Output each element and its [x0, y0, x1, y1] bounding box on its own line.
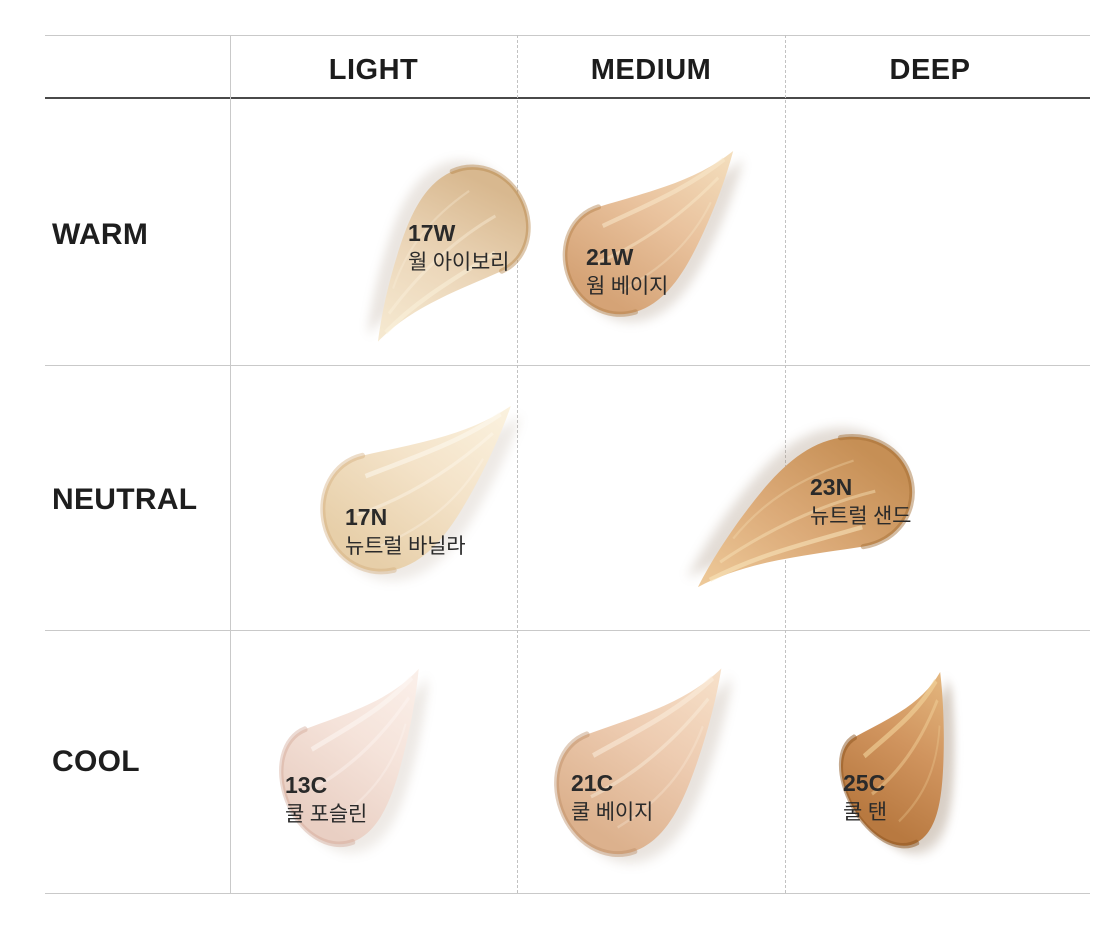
swatch-25c	[804, 659, 1015, 876]
grid-line-bottom	[45, 893, 1090, 894]
smear-rim	[838, 734, 920, 849]
shade-name: 뉴트럴 바닐라	[345, 535, 466, 559]
smear-rim	[279, 726, 356, 848]
swatch-21c	[522, 654, 777, 886]
shade-label-13c: 13C 쿨 포슬린	[285, 772, 368, 827]
shade-code: 21C	[571, 770, 614, 796]
swatch-23n	[673, 414, 934, 600]
shade-code: 23N	[810, 474, 853, 500]
smear-streak	[862, 679, 938, 759]
smear-streak	[387, 214, 497, 315]
smear-rim	[449, 164, 531, 274]
row-header-cool: COOL	[52, 745, 140, 778]
smear-streak	[379, 458, 484, 548]
smear-body	[841, 671, 944, 846]
smear-rim	[562, 204, 638, 317]
shade-name: 쿨 탠	[843, 801, 887, 825]
row-header-neutral: NEUTRAL	[52, 483, 198, 516]
smear-streak	[596, 176, 720, 265]
column-header-light: LIGHT	[328, 54, 419, 86]
smear-streak	[364, 412, 502, 479]
shade-name: 월 아이보리	[408, 251, 510, 275]
shade-label-17w: 17W 월 아이보리	[408, 220, 510, 275]
smear-streak	[871, 699, 939, 796]
grid-line-top	[45, 35, 1090, 36]
shade-code: 21W	[586, 244, 634, 270]
swatch-17n	[297, 392, 547, 597]
smear-streak	[898, 725, 941, 823]
grid-line-header-bottom	[45, 97, 1090, 99]
smear-streak	[592, 675, 715, 758]
swatch-21w	[537, 138, 777, 341]
swatch-13c	[248, 655, 475, 874]
shade-code: 13C	[285, 772, 328, 798]
shade-code: 25C	[843, 770, 886, 796]
grid-line-row1	[45, 365, 1090, 366]
smear-streak	[732, 459, 854, 540]
shade-name: 쿨 포슬린	[285, 803, 368, 827]
smear-streak	[392, 190, 470, 290]
smear-rim	[837, 434, 915, 550]
shade-label-25c: 25C 쿨 탠	[843, 770, 887, 825]
smear-rim	[320, 452, 397, 575]
smear-streak	[310, 675, 414, 752]
smear-body	[697, 436, 913, 588]
smear-streak	[620, 201, 712, 292]
smear-body	[565, 151, 734, 315]
smear-streak	[590, 697, 710, 799]
smear-streak	[336, 723, 407, 820]
row-header-warm: WARM	[52, 218, 149, 251]
smear-streak	[708, 524, 863, 582]
smear-streak	[601, 157, 726, 229]
grid-line-row2	[45, 630, 1090, 631]
smear-body	[556, 668, 722, 855]
column-header-medium: MEDIUM	[590, 54, 712, 86]
smear-body	[322, 405, 511, 572]
shade-label-21c: 21C 쿨 베이지	[571, 770, 654, 825]
smear-streak	[384, 250, 497, 335]
smear-body	[281, 668, 419, 845]
shade-name: 뉴트럴 샌드	[810, 505, 912, 529]
smear-rim	[554, 731, 638, 858]
shade-code: 17W	[408, 220, 456, 246]
column-header-deep: DEEP	[889, 54, 971, 86]
shade-label-21w: 21W 웜 베이지	[586, 244, 669, 299]
grid-line-label-col	[230, 35, 231, 893]
shade-label-23n: 23N 뉴트럴 샌드	[810, 474, 912, 529]
shade-label-17n: 17N 뉴트럴 바닐라	[345, 504, 466, 559]
shade-code: 17N	[345, 504, 388, 530]
smear-streak	[356, 431, 494, 517]
smear-body	[377, 167, 529, 342]
shade-name: 쿨 베이지	[571, 801, 654, 825]
swatch-17w	[319, 136, 563, 354]
grid-line-dashed-1	[517, 35, 518, 893]
smear-streak	[617, 725, 704, 829]
smear-streak	[719, 489, 876, 564]
smear-streak	[311, 696, 411, 791]
shade-name: 웜 베이지	[586, 275, 669, 299]
